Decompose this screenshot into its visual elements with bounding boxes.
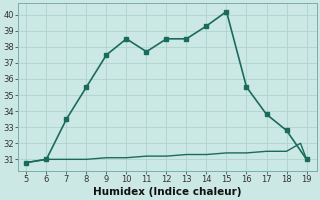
X-axis label: Humidex (Indice chaleur): Humidex (Indice chaleur) xyxy=(93,187,242,197)
